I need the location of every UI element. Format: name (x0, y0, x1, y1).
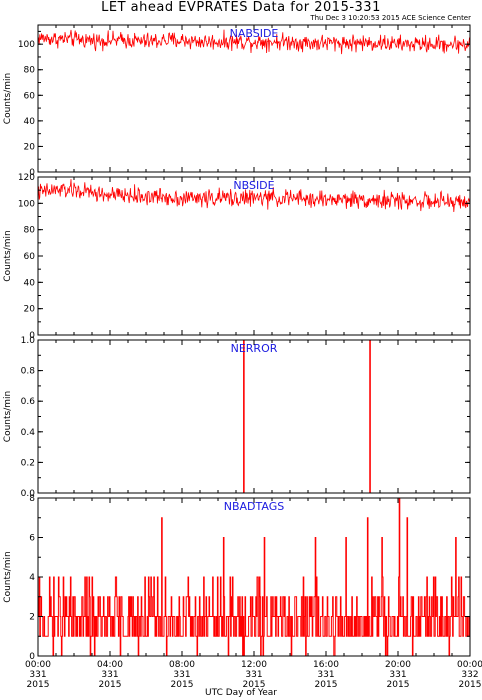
plot-frame (37, 339, 471, 494)
x-tick-label: 331 (29, 670, 46, 680)
y-tick-label: 120 (18, 173, 35, 183)
panel-label: NBADTAGS (224, 500, 284, 513)
x-tick-label: 331 (317, 670, 334, 680)
x-tick-label: 2015 (99, 680, 122, 690)
x-tick-label: 332 (461, 670, 478, 680)
x-tick-label: 2015 (459, 680, 482, 690)
x-tick-label: 04:00 (97, 660, 123, 670)
x-tick-label: 00:00 (25, 660, 51, 670)
y-axis-label: Counts/min (3, 391, 13, 442)
y-tick-label: 0.6 (21, 397, 36, 407)
y-tick-label: 4 (29, 573, 35, 583)
panel-label: NERROR (231, 342, 278, 355)
x-tick-label: 331 (245, 670, 262, 680)
series-line (38, 29, 470, 55)
y-tick-label: 20 (24, 305, 36, 315)
x-tick-label: 00:00 (457, 660, 482, 670)
panel-label: NBSIDE (233, 179, 274, 192)
panel-nabside: 0 20 40 60 80 100 Counts/min NABSIDE (3, 24, 471, 178)
panel-nbside: 0 20 40 60 80 100 120 Counts/min NBSIDE (3, 173, 471, 341)
y-tick-label: 1.0 (21, 336, 36, 346)
panel-nerror: 0.0 0.2 0.4 0.6 0.8 1.0 Counts/min NERROR (3, 336, 471, 499)
x-tick-label: 2015 (315, 680, 338, 690)
y-tick-label: 0.4 (21, 428, 36, 438)
series-line (38, 179, 470, 212)
x-tick-label: 12:00 (241, 660, 267, 670)
y-tick-label: 20 (24, 142, 36, 152)
x-tick-label: 331 (101, 670, 118, 680)
x-tick-label: 2015 (387, 680, 410, 690)
y-tick-label: 60 (24, 91, 36, 101)
chart-subtitle: Thu Dec 3 10:20:53 2015 ACE Science Cent… (310, 14, 471, 22)
y-tick-label: 0.8 (21, 367, 36, 377)
panel-nbadtags: 0 2 4 6 8 Counts/min NBADTAGS (3, 494, 471, 662)
y-axis-label: Counts/min (3, 551, 13, 602)
y-tick-label: 60 (24, 252, 36, 262)
series-line (38, 498, 470, 656)
x-tick-label: 08:00 (169, 660, 195, 670)
y-tick-label: 0.2 (21, 458, 35, 468)
y-tick-label: 40 (24, 117, 36, 127)
x-tick-label: 331 (173, 670, 190, 680)
y-tick-label: 100 (18, 199, 35, 209)
panel-label: NABSIDE (230, 27, 279, 40)
chart-title: LET ahead EVPRATES Data for 2015-331 (101, 0, 381, 15)
y-tick-label: 0.0 (21, 489, 36, 499)
y-tick-label: 0 (29, 652, 35, 662)
x-axis: 00:00331201504:00331201508:00331201512:0… (25, 660, 482, 690)
y-tick-label: 100 (18, 40, 35, 50)
x-axis-label: UTC Day of Year (205, 688, 277, 698)
y-tick-label: 6 (29, 534, 35, 544)
y-tick-label: 0 (29, 168, 35, 178)
series-line (38, 340, 470, 493)
x-tick-label: 16:00 (313, 660, 339, 670)
y-tick-label: 80 (24, 66, 36, 76)
x-tick-label: 2015 (27, 680, 50, 690)
chart-panels: 020406080100Counts/minNABSIDE02040608010… (3, 24, 471, 662)
y-tick-label: 80 (24, 226, 36, 236)
x-tick-label: 331 (389, 670, 406, 680)
x-tick-label: 20:00 (385, 660, 411, 670)
x-tick-label: 2015 (243, 680, 266, 690)
y-tick-label: 0 (29, 331, 35, 341)
y-axis-label: Counts/min (3, 230, 13, 281)
y-tick-label: 2 (29, 613, 35, 623)
y-tick-label: 8 (29, 494, 35, 504)
x-tick-label: 2015 (171, 680, 194, 690)
y-axis-label: Counts/min (3, 73, 13, 124)
y-tick-label: 40 (24, 278, 36, 288)
